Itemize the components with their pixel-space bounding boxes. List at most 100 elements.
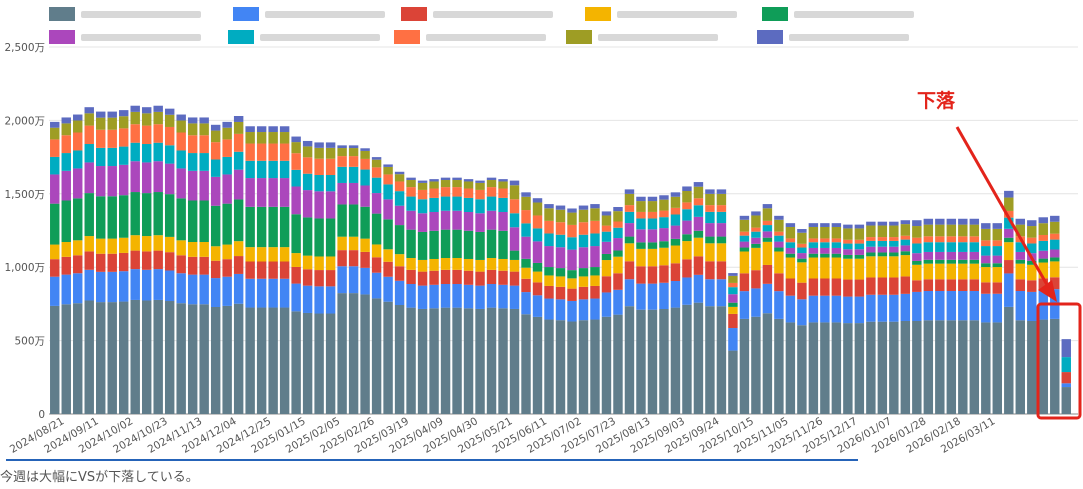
bar-segment[interactable] (509, 250, 520, 260)
bar-segment[interactable] (84, 236, 94, 252)
bar-segment[interactable] (153, 250, 163, 270)
bar-segment[interactable] (969, 320, 980, 414)
bar-segment[interactable] (831, 238, 842, 243)
bar-segment[interactable] (84, 300, 94, 414)
bar-segment[interactable] (314, 147, 324, 159)
bar-segment[interactable] (291, 186, 301, 215)
bar-segment[interactable] (164, 108, 175, 115)
bar-segment[interactable] (61, 274, 71, 305)
bar-segment[interactable] (279, 261, 290, 279)
bar-segment[interactable] (854, 249, 865, 255)
bar-segment[interactable] (360, 158, 370, 170)
bar-segment[interactable] (279, 132, 290, 144)
bar-segment[interactable] (1027, 220, 1037, 227)
bar-segment[interactable] (854, 279, 865, 297)
bar-segment[interactable] (475, 213, 485, 232)
bar-segment[interactable] (233, 273, 244, 304)
bar-segment[interactable] (210, 205, 221, 247)
bar-segment[interactable] (521, 223, 531, 237)
bar-segment[interactable] (785, 238, 796, 243)
bar-segment[interactable] (785, 257, 796, 279)
bar-segment[interactable] (889, 237, 899, 241)
bar-segment[interactable] (164, 145, 175, 164)
bar-segment[interactable] (578, 286, 589, 300)
bar-segment[interactable] (866, 221, 876, 226)
legend-swatch[interactable] (401, 7, 427, 21)
bar-segment[interactable] (73, 255, 83, 274)
bar-segment[interactable] (1027, 264, 1037, 281)
bar-segment[interactable] (141, 193, 152, 237)
bar-segment[interactable] (716, 261, 727, 280)
bar-segment[interactable] (935, 251, 945, 260)
bar-segment[interactable] (291, 253, 301, 267)
bar-segment[interactable] (463, 284, 474, 309)
bar-segment[interactable] (164, 236, 175, 253)
bar-segment[interactable] (774, 215, 784, 220)
bar-segment[interactable] (256, 307, 267, 414)
bar-segment[interactable] (383, 164, 393, 167)
bar-segment[interactable] (774, 231, 784, 236)
bar-segment[interactable] (636, 218, 646, 230)
bar-segment[interactable] (119, 116, 129, 129)
bar-segment[interactable] (613, 207, 623, 212)
bar-segment[interactable] (475, 285, 485, 309)
bar-segment[interactable] (268, 307, 278, 414)
bar-segment[interactable] (440, 210, 451, 230)
bar-segment[interactable] (946, 218, 957, 225)
bar-segment[interactable] (555, 205, 566, 210)
bar-segment[interactable] (613, 289, 623, 315)
bar-segment[interactable] (463, 270, 474, 285)
bar-segment[interactable] (360, 267, 370, 295)
bar-segment[interactable] (555, 268, 566, 277)
bar-segment[interactable] (555, 234, 566, 248)
bar-segment[interactable] (371, 213, 382, 245)
bar-segment[interactable] (785, 295, 796, 323)
bar-segment[interactable] (762, 264, 773, 284)
bar-segment[interactable] (958, 291, 968, 321)
bar-segment[interactable] (199, 170, 209, 201)
bar-segment[interactable] (785, 223, 796, 227)
bar-segment[interactable] (187, 274, 198, 305)
bar-segment[interactable] (348, 250, 359, 267)
bar-segment[interactable] (486, 284, 497, 308)
bar-segment[interactable] (383, 166, 393, 175)
bar-segment[interactable] (84, 269, 94, 301)
bar-segment[interactable] (601, 211, 612, 216)
bar-segment[interactable] (682, 202, 692, 210)
bar-segment[interactable] (279, 143, 290, 161)
bar-segment[interactable] (452, 269, 462, 285)
bar-segment[interactable] (659, 217, 669, 229)
bar-segment[interactable] (693, 205, 704, 217)
bar-segment[interactable] (394, 174, 405, 182)
bar-segment[interactable] (107, 147, 117, 167)
bar-segment[interactable] (532, 228, 543, 242)
bar-segment[interactable] (222, 139, 232, 157)
bar-segment[interactable] (854, 228, 865, 240)
bar-segment[interactable] (314, 218, 324, 257)
bar-segment[interactable] (808, 238, 819, 243)
bar-segment[interactable] (900, 235, 911, 240)
bar-segment[interactable] (279, 126, 290, 133)
bar-segment[interactable] (176, 273, 186, 304)
bar-segment[interactable] (601, 241, 612, 254)
bar-segment[interactable] (84, 251, 94, 270)
bar-segment[interactable] (61, 256, 71, 275)
bar-segment[interactable] (371, 177, 382, 194)
bar-segment[interactable] (325, 270, 336, 287)
bar-segment[interactable] (314, 286, 324, 314)
bar-segment[interactable] (119, 110, 129, 117)
bar-segment[interactable] (509, 213, 520, 228)
bar-segment[interactable] (314, 270, 324, 287)
bar-segment[interactable] (486, 187, 497, 197)
bar-segment[interactable] (820, 242, 830, 248)
bar-segment[interactable] (1015, 263, 1025, 280)
bar-segment[interactable] (268, 206, 278, 248)
bar-segment[interactable] (544, 208, 554, 221)
bar-segment[interactable] (843, 258, 853, 280)
bar-segment[interactable] (981, 322, 991, 414)
bar-segment[interactable] (383, 184, 393, 200)
bar-segment[interactable] (1027, 260, 1037, 265)
bar-segment[interactable] (923, 236, 934, 243)
bar-segment[interactable] (107, 111, 117, 118)
bar-segment[interactable] (797, 229, 807, 233)
